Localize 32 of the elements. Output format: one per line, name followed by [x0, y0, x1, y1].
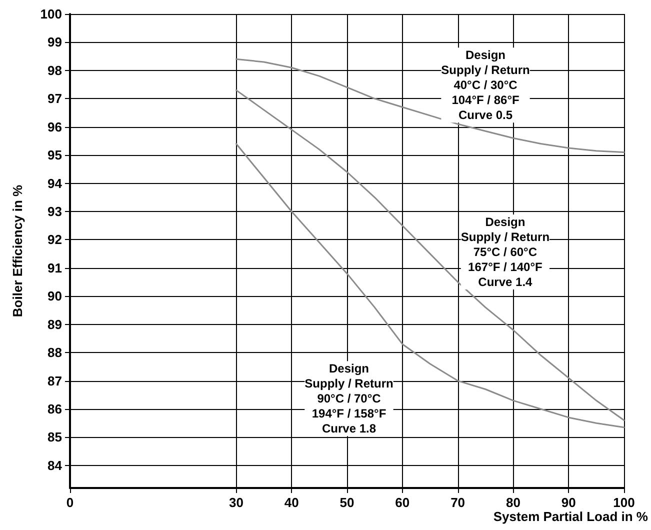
y-tick-label: 99: [48, 34, 62, 50]
y-tick-label: 88: [48, 345, 62, 360]
y-tick-label: 97: [48, 91, 62, 106]
x-tick-label: 0: [66, 495, 74, 510]
y-tick-label: 87: [48, 373, 62, 388]
x-tick-label: 30: [228, 495, 244, 510]
y-tick-label: 84: [48, 458, 63, 473]
x-tick-label: 80: [506, 495, 520, 510]
series-label: Design Supply / Return 40°C / 30°C 104°F / 86°F Curve 0.5: [441, 48, 530, 122]
x-tick-label: 40: [284, 495, 299, 510]
y-axis-title: Boiler Efficiency in %: [10, 184, 25, 318]
x-axis-title: System Partial Load in %: [493, 509, 648, 524]
series-label: Design Supply / Return 90°C / 70°C 194°F / 158°F Curve 1.8: [304, 362, 394, 436]
y-tick-label: 91: [48, 260, 62, 276]
y-tick-label: 100: [40, 6, 62, 22]
y-tick-label: 90: [48, 288, 62, 304]
x-tick-label: 50: [340, 495, 354, 510]
x-tick-label: 60: [395, 495, 410, 510]
y-tick-label: 89: [48, 316, 62, 332]
x-tick-label: 90: [561, 495, 576, 510]
y-tick-label: 94: [48, 176, 63, 191]
y-tick-label: 86: [48, 402, 62, 416]
y-tick-label: 95: [48, 148, 62, 163]
y-tick-label: 96: [48, 119, 62, 134]
y-tick-label: 92: [48, 232, 62, 248]
series-label: Design Supply / Return 75°C / 60°C 167°F / 140°F Curve 1.4: [460, 215, 550, 289]
x-tick-label: 70: [450, 495, 466, 510]
x-tick-label: 100: [613, 495, 635, 510]
line-series: [235, 89, 625, 422]
y-tick-label: 98: [48, 62, 62, 78]
y-tick-label: 93: [48, 204, 62, 219]
y-tick-label: 85: [48, 430, 62, 445]
